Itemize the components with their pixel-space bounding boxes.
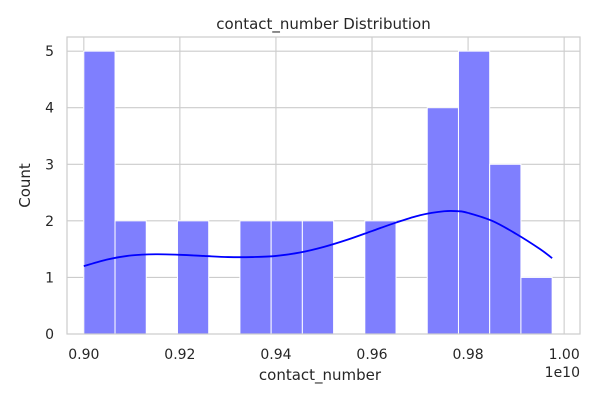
x-axis-label: contact_number xyxy=(259,366,382,385)
histogram-bar xyxy=(114,220,147,335)
x-tick-label: 0.94 xyxy=(260,347,291,363)
x-offset-label: 1e10 xyxy=(545,365,580,381)
y-tick-label: 5 xyxy=(45,44,54,60)
y-axis-label: Count xyxy=(16,163,34,208)
plot-frame xyxy=(66,36,581,335)
x-tick-label: 0.92 xyxy=(164,347,195,363)
kde-curve xyxy=(83,209,553,267)
y-tick-label: 0 xyxy=(45,327,54,343)
y-tick-label: 1 xyxy=(45,270,54,286)
chart-title: contact_number Distribution xyxy=(216,15,430,34)
histogram-bars xyxy=(83,50,553,335)
y-tick-label: 2 xyxy=(45,214,54,230)
histogram-bar xyxy=(176,220,210,335)
histogram-bar xyxy=(489,163,522,335)
x-tick-label: 0.96 xyxy=(356,347,387,363)
y-tick-label: 3 xyxy=(45,157,54,173)
y-tick-label: 4 xyxy=(45,101,54,117)
y-tick-labels: 0 1 2 3 4 5 xyxy=(45,44,54,343)
histogram-bar xyxy=(364,220,397,335)
histogram-bar xyxy=(83,50,116,335)
x-tick-label: 0.90 xyxy=(68,347,99,363)
histogram-bar xyxy=(520,276,553,335)
histogram-bar xyxy=(239,220,272,335)
x-tick-label: 1.00 xyxy=(549,347,580,363)
x-tick-label: 0.98 xyxy=(452,347,483,363)
x-tick-labels: 0.90 0.92 0.94 0.96 0.98 1.00 xyxy=(68,347,580,363)
kde-curve-group xyxy=(83,209,553,267)
histogram-bar xyxy=(270,220,303,335)
histogram-bar xyxy=(301,220,335,335)
histogram-bar xyxy=(457,50,491,335)
histogram-bar xyxy=(426,107,459,335)
